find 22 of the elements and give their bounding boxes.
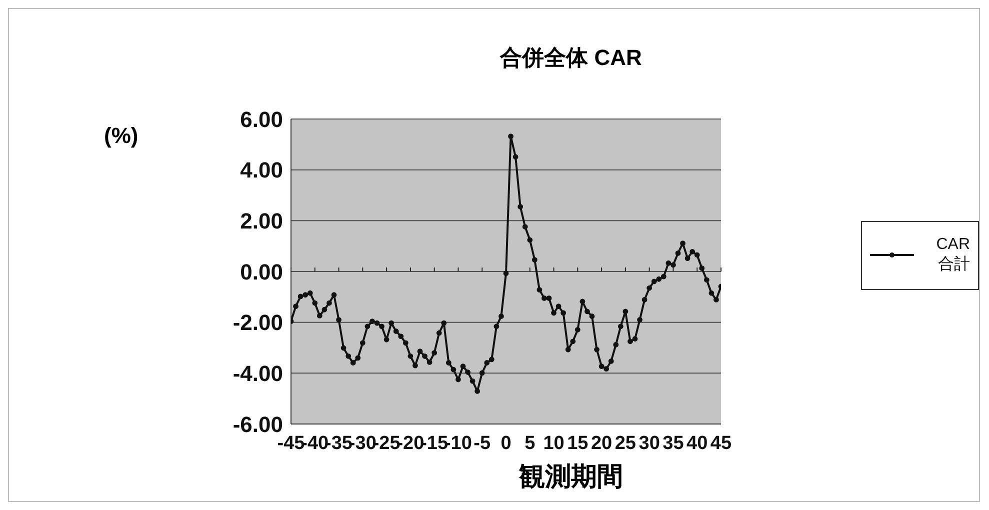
y-tick-label: -6.00	[232, 412, 283, 437]
x-tick-label: 45	[710, 433, 732, 454]
y-tick-label: -2.00	[232, 310, 283, 336]
x-tick-label: 35	[662, 433, 684, 454]
x-tick-label: 15	[567, 433, 589, 454]
x-tick-label: 40	[686, 433, 708, 454]
chart-title: 合併全体 CAR	[498, 44, 643, 72]
legend-label: CAR 合計	[935, 236, 970, 274]
x-tick-label: 20	[590, 433, 612, 454]
x-tick-label: 0	[500, 433, 512, 454]
x-tick-label: 10	[543, 433, 564, 454]
x-tick-label: 5	[524, 433, 536, 454]
y-tick-label: -4.00	[232, 360, 283, 386]
x-tick-label: 25	[614, 433, 636, 454]
x-tick-label: 30	[638, 433, 660, 454]
y-axis-title: (%)	[104, 123, 138, 149]
y-tick-label: 2.00	[240, 208, 283, 234]
x-tick-label: -5	[474, 433, 491, 454]
y-tick-label: 0.00	[240, 259, 283, 284]
y-tick-label: 6.00	[240, 106, 283, 132]
y-tick-label: 4.00	[240, 158, 283, 183]
x-axis-title: 観測期間	[518, 460, 624, 493]
